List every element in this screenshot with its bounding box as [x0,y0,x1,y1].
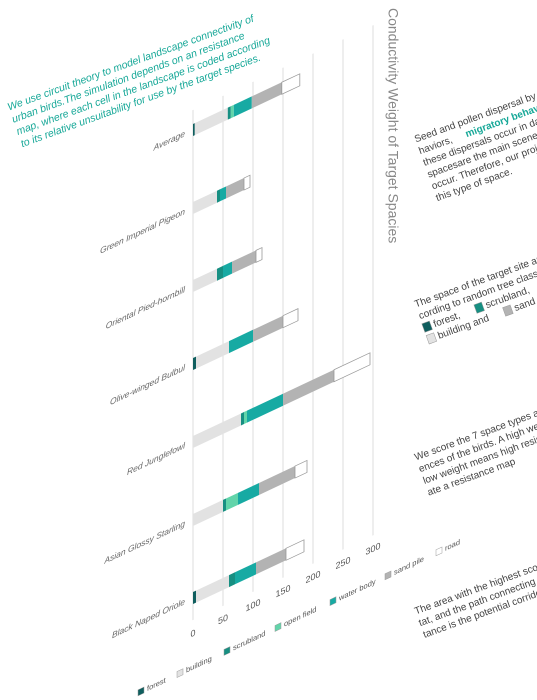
category-label: Oriental Pied-hornbill [106,284,186,331]
bar-segment [230,104,234,119]
legend-swatch [223,646,231,656]
chart-title: Conductivity Weight of Target Spacies [385,8,401,243]
bar-segment [281,73,301,95]
bar-segment [229,329,253,354]
bar-segment [194,107,228,136]
paragraph: Seed and pollen dispersal by bihaviors,m… [413,87,537,204]
bar-segment [251,82,282,109]
bar-segment [193,356,196,370]
bar-segment [196,575,229,603]
bar-segment [241,412,244,426]
category-label: Average [153,128,185,153]
legend-swatch [502,304,514,317]
x-tick-label: 0 [190,628,195,641]
legend-swatch [176,668,184,678]
bar-segment [193,499,223,526]
bar-segment [217,189,220,203]
bar-segment [244,410,247,425]
bar-segment [282,308,299,329]
bar-segment [238,482,259,505]
paragraphs: Seed and pollen dispersal by bihaviors,m… [413,87,537,641]
category-label: Black Naped Oriole [112,596,185,640]
legend-label: sand pile [394,554,425,577]
bar-segment [294,459,308,479]
category-label: Green Imperial Pigeon [100,206,185,255]
bar-segment [226,178,244,199]
bar-segment [193,123,195,137]
category-label: Asian Glossy Starling [103,518,185,566]
bar-segment [285,539,305,561]
bar-segment [232,250,256,274]
bar-segment [243,174,251,191]
paragraph: The space of the target site arecording … [413,252,537,345]
bar-segment [193,590,196,604]
legend-swatch [425,332,438,345]
x-tick-label: 250 [335,555,350,572]
bar-segment [223,498,226,512]
legend-swatch [473,301,485,314]
bar-segment [193,190,217,214]
bar-segment [226,492,238,511]
bar-segment [253,315,283,342]
bar-segment [255,246,263,263]
legend-label: water body [338,577,376,603]
x-tick-label: 50 [218,612,228,627]
bar-segment [283,369,334,406]
legend-label: open field [284,605,316,629]
bar-segment [227,106,231,120]
legend-label: forest [147,675,166,693]
legend-swatch [421,320,433,333]
bar-segment [220,186,226,202]
category-label: Red Junglefowl [127,440,186,477]
bar-segment [256,548,286,575]
bar-segment [217,265,223,281]
bar-segment [229,572,235,588]
legend-label: building [186,654,212,675]
chart: 0 50 100 150 200 250 300 Average Green Imperial … [100,25,460,697]
legend-swatch [384,570,392,581]
legend-swatch [274,622,282,632]
bar-segment [233,96,252,117]
x-tick-label: 200 [305,569,320,586]
legend-swatch [329,596,337,606]
bar-segment [259,466,295,495]
category-label: Olive-winged Bulbul [110,362,186,407]
bar-segment [193,268,217,292]
x-tick-label: 300 [365,541,380,558]
bar-segment [223,261,232,278]
legend-swatch [435,546,443,557]
legend-label: road [445,537,460,553]
legend-swatch [137,686,145,697]
bar-segment [247,393,283,423]
bar-segment [196,341,229,369]
bar-segment [333,352,371,383]
x-tick-label: 100 [245,597,260,614]
legend-label: scrubland [233,629,265,653]
bar-segment [235,562,256,585]
intro-text: We use circuit theory to model landscape… [6,12,272,150]
x-tick-label: 150 [275,583,290,600]
bar-segment [193,413,241,448]
